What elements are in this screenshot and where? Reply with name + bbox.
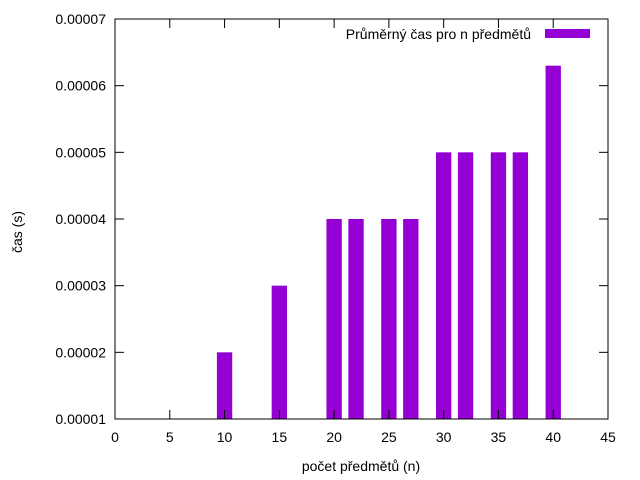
bar-32 (457, 152, 474, 420)
bar-22 (348, 219, 364, 419)
y-tick-label-5: 0.00006 (55, 78, 106, 94)
bar-20 (326, 219, 342, 419)
tick-labels-group: 0 5 10 15 20 25 30 35 40 45 0.00001 0.00002 0.00003 0… (55, 11, 616, 445)
x-tick-label-5: 5 (166, 429, 174, 445)
y-tick-label-3: 0.00004 (55, 211, 106, 227)
bar-40 (545, 65, 561, 420)
x-tick-label-10: 10 (217, 429, 233, 445)
legend: Průměrný čas pro n předmětů (346, 26, 590, 42)
x-tick-label-20: 20 (326, 429, 342, 445)
legend-swatch (545, 29, 590, 38)
legend-label: Průměrný čas pro n předmětů (346, 26, 531, 42)
bar-27 (403, 219, 419, 419)
x-axis-label: počet předmětů (n) (302, 458, 420, 474)
bar-25 (381, 219, 397, 419)
bar-37 (512, 152, 529, 420)
y-tick-label-0: 0.00001 (55, 411, 106, 427)
ticks-group (114, 18, 609, 420)
bar-35 (490, 152, 507, 420)
x-tick-label-0: 0 (111, 429, 119, 445)
bars-group (216, 65, 561, 420)
bar-30 (435, 152, 452, 420)
y-tick-label-6: 0.00007 (55, 11, 106, 27)
y-tick-label-4: 0.00005 (55, 144, 106, 160)
y-tick-label-1: 0.00002 (55, 344, 106, 360)
x-tick-label-15: 15 (272, 429, 288, 445)
y-tick-label-2: 0.00003 (55, 278, 106, 294)
x-tick-label-25: 25 (381, 429, 397, 445)
x-tick-label-40: 40 (545, 429, 561, 445)
bar-10 (216, 352, 233, 419)
x-tick-label-35: 35 (491, 429, 507, 445)
x-tick-label-45: 45 (600, 429, 616, 445)
y-axis-label: čas (s) (9, 211, 25, 253)
bar-15 (271, 285, 288, 419)
x-tick-label-30: 30 (436, 429, 452, 445)
